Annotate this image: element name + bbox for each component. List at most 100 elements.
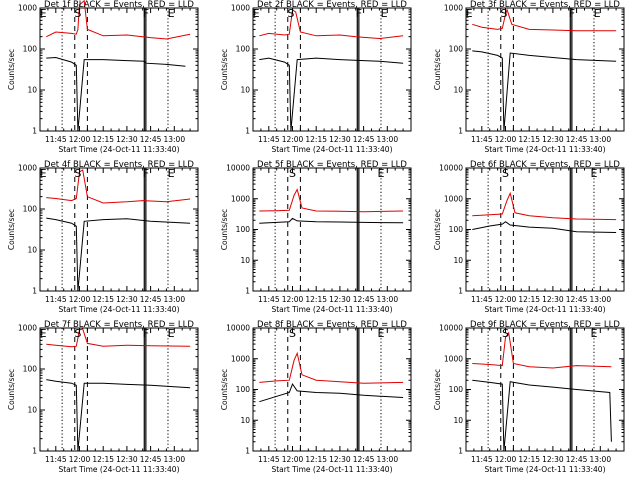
- x-tick-label: 12:45: [353, 135, 375, 144]
- x-tick-label: 12:15: [518, 455, 540, 464]
- y-tick-label: 1: [458, 127, 463, 136]
- y-tick-label: 100: [236, 45, 251, 54]
- y-axis-label: Counts/sec: [7, 49, 16, 90]
- x-tick-label: 11:45: [471, 135, 493, 144]
- lld-series-line: [259, 9, 404, 40]
- panel-title: Det 8f BLACK = Events, RED = LLD: [257, 320, 407, 330]
- region-letter: F: [143, 327, 149, 340]
- x-axis-label: Start Time (24-Oct-11 11:33:40): [271, 305, 392, 314]
- x-tick-label: 12:00: [282, 295, 304, 304]
- x-axis-label: Start Time (24-Oct-11 11:33:40): [58, 145, 179, 154]
- x-tick-label: 11:45: [471, 295, 493, 304]
- events-series-line: [259, 57, 404, 132]
- panel-det-5: 1 10 100 1000 10000 11:45 12:00 12:15 12:30 12:45…: [220, 160, 412, 314]
- panel-title: Det 2f BLACK = Events, RED = LLD: [257, 0, 407, 10]
- x-tick-label: 13:00: [163, 455, 185, 464]
- x-tick-label: 11:45: [471, 455, 493, 464]
- plot-frame: [465, 167, 625, 292]
- y-axis-label: Counts/sec: [433, 209, 442, 250]
- plot-frame: [252, 327, 412, 452]
- y-tick-label: 10000: [226, 164, 250, 173]
- y-tick-label: 1000: [444, 194, 463, 203]
- x-tick-label: 12:00: [69, 135, 91, 144]
- region-letter: F: [356, 7, 362, 20]
- x-tick-label: 11:45: [258, 455, 280, 464]
- x-tick-label: 12:30: [116, 295, 138, 304]
- y-tick-label: 1: [458, 447, 463, 456]
- events-series-line: [472, 221, 617, 233]
- x-tick-label: 12:30: [329, 455, 351, 464]
- events-series-line: [46, 379, 191, 452]
- x-tick-label: 12:30: [542, 455, 564, 464]
- plot-frame: [252, 7, 412, 132]
- y-tick-label: 10: [27, 246, 37, 255]
- events-series-line: [472, 50, 617, 132]
- y-tick-label: 100: [449, 225, 464, 234]
- y-tick-label: 1000: [444, 4, 463, 13]
- y-tick-label: 10: [240, 86, 250, 95]
- region-letter: E: [168, 327, 175, 340]
- panel-title: Det 4f BLACK = Events, RED = LLD: [44, 160, 194, 170]
- y-tick-label: 100: [236, 385, 251, 394]
- region-letter: S: [74, 327, 81, 340]
- y-tick-label: 1000: [18, 324, 37, 333]
- panel-det-3: 1 10 100 1000 11:45 12:00 12:15 12:30 12:45 13:00…: [433, 0, 625, 154]
- region-letter: S: [289, 167, 296, 180]
- x-tick-label: 12:00: [495, 455, 517, 464]
- x-tick-label: 13:00: [376, 135, 398, 144]
- y-tick-label: 100: [236, 225, 251, 234]
- x-axis-label: Start Time (24-Oct-11 11:33:40): [271, 145, 392, 154]
- lld-series-line: [259, 351, 404, 384]
- region-letter: E: [40, 7, 47, 20]
- region-letter: S: [502, 327, 509, 340]
- region-letter: E: [40, 327, 47, 340]
- x-tick-label: 13:00: [163, 295, 185, 304]
- x-tick-label: 12:00: [495, 295, 517, 304]
- y-tick-label: 1: [245, 127, 250, 136]
- panel-title: Det 1f BLACK = Events, RED = LLD: [44, 0, 194, 10]
- x-axis-label: Start Time (24-Oct-11 11:33:40): [484, 465, 605, 474]
- y-tick-label: 1000: [18, 4, 37, 13]
- x-tick-label: 11:45: [258, 135, 280, 144]
- y-axis-label: Counts/sec: [220, 209, 229, 250]
- panel-det-4: 1 10 100 1000 11:45 12:00 12:15 12:30 12:45 13:00…: [7, 160, 199, 314]
- x-tick-label: 12:45: [566, 135, 588, 144]
- x-tick-label: 12:15: [518, 295, 540, 304]
- region-letter: F: [569, 7, 575, 20]
- region-letter: E: [591, 167, 598, 180]
- x-tick-label: 12:45: [566, 295, 588, 304]
- x-tick-label: 12:45: [566, 455, 588, 464]
- x-tick-label: 13:00: [376, 455, 398, 464]
- panel-title: Det 7f BLACK = Events, RED = LLD: [44, 320, 194, 330]
- x-tick-label: 12:30: [542, 135, 564, 144]
- y-tick-label: 10: [453, 416, 463, 425]
- panel-title: Det 3f BLACK = Events, RED = LLD: [470, 0, 620, 10]
- x-tick-label: 11:45: [258, 295, 280, 304]
- x-tick-label: 12:15: [305, 455, 327, 464]
- x-tick-label: 12:30: [329, 295, 351, 304]
- region-letter: S: [502, 167, 509, 180]
- y-tick-label: 100: [23, 365, 38, 374]
- y-axis-label: Counts/sec: [220, 49, 229, 90]
- x-tick-label: 13:00: [589, 295, 611, 304]
- y-tick-label: 1: [245, 287, 250, 296]
- region-letter: E: [168, 167, 175, 180]
- panel-det-6: 1 10 100 1000 10000 11:45 12:00 12:15 12:30 12:45…: [433, 160, 625, 314]
- region-letter: E: [591, 327, 598, 340]
- panel-det-8: 1 10 100 1000 10000 11:45 12:00 12:15 12:30 12:45…: [220, 320, 412, 474]
- x-axis-label: Start Time (24-Oct-11 11:33:40): [58, 465, 179, 474]
- x-tick-label: 12:30: [116, 455, 138, 464]
- x-tick-label: 13:00: [163, 135, 185, 144]
- y-axis-label: Counts/sec: [7, 369, 16, 410]
- panel-title: Det 9f BLACK = Events, RED = LLD: [470, 320, 620, 330]
- x-tick-label: 12:30: [329, 135, 351, 144]
- y-tick-label: 1: [245, 447, 250, 456]
- region-letter: S: [500, 7, 507, 20]
- events-series-line: [259, 383, 404, 403]
- region-letter: E: [168, 7, 175, 20]
- panel-det-7: 1 10 100 1000 11:45 12:00 12:15 12:30 12:45 13:00…: [7, 320, 199, 474]
- x-tick-label: 12:15: [305, 295, 327, 304]
- y-tick-label: 10: [27, 406, 37, 415]
- panel-title: Det 5f BLACK = Events, RED = LLD: [257, 160, 407, 170]
- y-tick-label: 10: [453, 256, 463, 265]
